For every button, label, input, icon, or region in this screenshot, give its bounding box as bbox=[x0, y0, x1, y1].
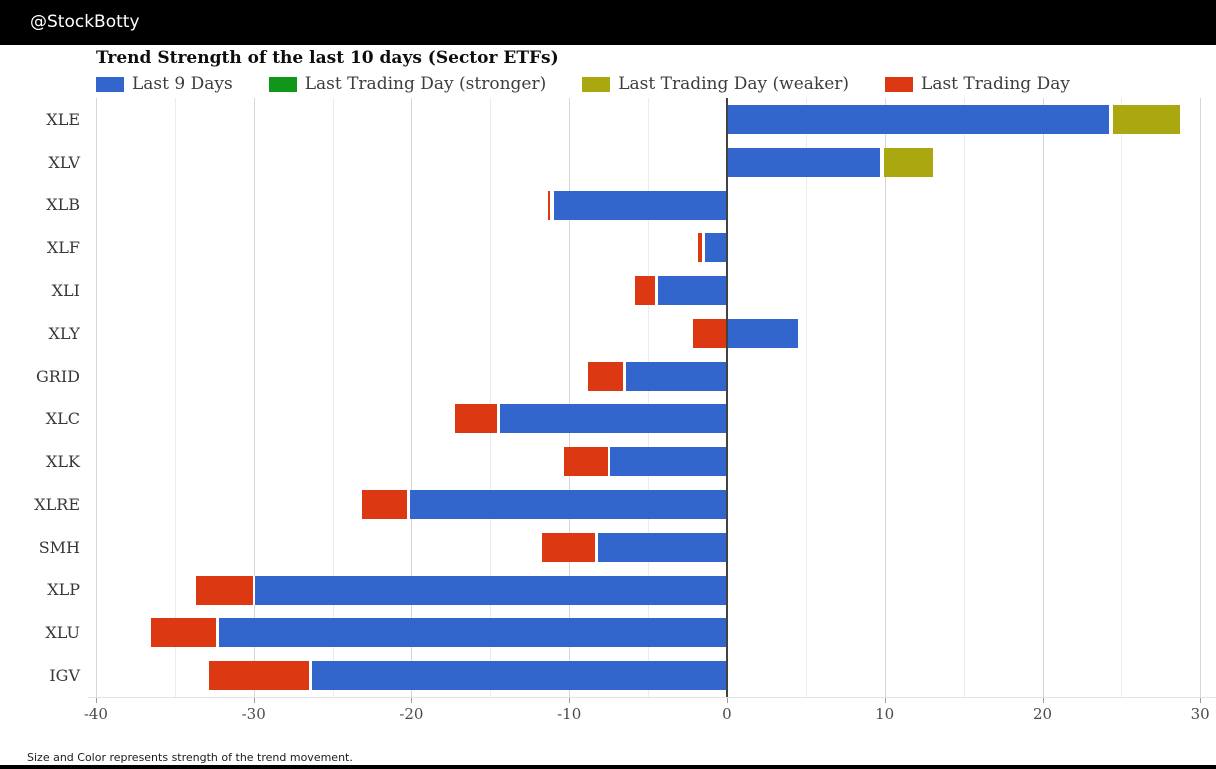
legend-item-weaker: Last Trading Day (weaker) bbox=[582, 74, 849, 94]
plot-area bbox=[88, 98, 1216, 698]
bar-segment-SMH-last9 bbox=[596, 532, 727, 562]
gridline--30 bbox=[253, 98, 255, 697]
y-label-XLE: XLE bbox=[46, 109, 80, 129]
x-label--40: -40 bbox=[83, 705, 108, 723]
x-tick-20 bbox=[1042, 698, 1044, 703]
x-axis: -40 -30 -20 -10 0 10 20 30 bbox=[84, 698, 1216, 728]
x-label-10: 10 bbox=[875, 705, 895, 723]
bar-segment-XLP-last9 bbox=[254, 575, 727, 605]
bar-segment-XLP-last_day bbox=[195, 575, 254, 605]
x-tick-10 bbox=[884, 698, 886, 703]
bar-segment-XLRE-last9 bbox=[409, 490, 727, 519]
zero-axis-line bbox=[725, 98, 728, 697]
bar-segment-XLB-last_day bbox=[547, 190, 551, 220]
y-label-XLI: XLI bbox=[51, 280, 80, 300]
y-label-XLRE: XLRE bbox=[34, 494, 80, 514]
legend-swatch-stronger bbox=[268, 76, 297, 92]
bar-segment-GRID-last_day bbox=[586, 361, 625, 391]
bar-segment-XLC-last9 bbox=[499, 404, 727, 434]
legend-label-last9: Last 9 Days bbox=[132, 74, 233, 94]
y-label-XLF: XLF bbox=[46, 238, 80, 258]
bar-segment-XLE-last9 bbox=[726, 104, 1111, 134]
x-tick--40 bbox=[95, 698, 97, 703]
bar-segment-XLU-last_day bbox=[149, 618, 218, 648]
bar-segment-XLI-last_day bbox=[633, 276, 656, 305]
x-label--10: -10 bbox=[557, 705, 582, 723]
bar-segment-XLB-last9 bbox=[552, 190, 727, 220]
y-label-XLK: XLK bbox=[46, 452, 80, 472]
gridline--20 bbox=[411, 98, 413, 697]
bar-segment-XLI-last9 bbox=[656, 276, 727, 305]
y-axis-labels: XLE XLV XLB XLF XLI XLY GRID XLC XLK XLRE SMH XLP XL… bbox=[0, 98, 80, 697]
y-label-SMH: SMH bbox=[38, 537, 80, 557]
legend-item-last_day: Last Trading Day bbox=[885, 74, 1070, 94]
bottom-bar bbox=[0, 765, 1216, 769]
x-tick--30 bbox=[253, 698, 255, 703]
gridline-25 bbox=[1121, 98, 1123, 697]
bar-segment-XLE-weaker bbox=[1111, 104, 1182, 134]
x-tick--10 bbox=[569, 698, 571, 703]
bar-segment-XLV-last9 bbox=[726, 147, 882, 177]
bar-segment-GRID-last9 bbox=[625, 361, 727, 391]
bar-segment-XLF-last9 bbox=[704, 233, 727, 263]
legend-item-last9: Last 9 Days bbox=[96, 74, 233, 94]
y-label-IGV: IGV bbox=[49, 666, 80, 686]
y-label-XLC: XLC bbox=[45, 409, 80, 429]
gridline--25 bbox=[332, 98, 334, 697]
gridline--40 bbox=[95, 98, 97, 697]
bar-segment-XLU-last9 bbox=[218, 618, 727, 648]
account-handle: @StockBotty bbox=[30, 12, 140, 32]
gridline--5 bbox=[648, 98, 650, 697]
y-label-XLV: XLV bbox=[48, 152, 80, 172]
x-label-30: 30 bbox=[1190, 705, 1210, 723]
footnote: Size and Color represents strength of th… bbox=[27, 751, 353, 764]
gridline-15 bbox=[963, 98, 965, 697]
gridline-5 bbox=[805, 98, 807, 697]
bar-segment-XLRE-last_day bbox=[360, 490, 409, 519]
y-label-GRID: GRID bbox=[36, 366, 80, 386]
y-label-XLY: XLY bbox=[48, 323, 80, 343]
gridline--35 bbox=[174, 98, 176, 697]
legend-swatch-weaker bbox=[582, 76, 611, 92]
x-tick--20 bbox=[411, 698, 413, 703]
y-label-XLP: XLP bbox=[47, 580, 80, 600]
legend-label-weaker: Last Trading Day (weaker) bbox=[618, 74, 850, 94]
legend-label-last_day: Last Trading Day bbox=[921, 74, 1070, 94]
bar-segment-XLV-weaker bbox=[883, 147, 934, 177]
y-label-XLU: XLU bbox=[45, 623, 80, 643]
bar-segment-IGV-last9 bbox=[311, 661, 727, 691]
x-label-0: 0 bbox=[722, 705, 732, 723]
bar-segment-SMH-last_day bbox=[540, 532, 596, 562]
x-tick-0 bbox=[726, 698, 728, 703]
legend-item-stronger: Last Trading Day (stronger) bbox=[268, 74, 547, 94]
gridline-10 bbox=[884, 98, 886, 697]
bar-segment-XLY-last9 bbox=[726, 318, 800, 348]
gridline-20 bbox=[1042, 98, 1044, 697]
bar-segment-XLF-last_day bbox=[697, 233, 704, 263]
x-label--30: -30 bbox=[241, 705, 266, 723]
top-bar: @StockBotty bbox=[0, 0, 1216, 45]
gridline-30 bbox=[1200, 98, 1202, 697]
x-tick-30 bbox=[1200, 698, 1202, 703]
bar-segment-XLK-last_day bbox=[562, 447, 609, 477]
x-label-20: 20 bbox=[1032, 705, 1053, 723]
y-label-XLB: XLB bbox=[46, 195, 80, 215]
legend-label-stronger: Last Trading Day (stronger) bbox=[304, 74, 547, 94]
x-label--20: -20 bbox=[399, 705, 424, 723]
legend-swatch-last9 bbox=[96, 76, 124, 92]
bar-segment-XLY-last_day bbox=[692, 318, 727, 348]
chart-title: Trend Strength of the last 10 days (Sect… bbox=[96, 48, 559, 68]
legend-swatch-last_day bbox=[885, 76, 914, 92]
gridline--15 bbox=[490, 98, 492, 697]
gridline--10 bbox=[569, 98, 571, 697]
bar-segment-IGV-last_day bbox=[207, 661, 311, 691]
bar-segment-XLC-last_day bbox=[454, 404, 499, 434]
legend: Last 9 Days Last Trading Day (stronger) La… bbox=[96, 73, 1070, 95]
bar-segment-XLK-last9 bbox=[609, 447, 727, 477]
